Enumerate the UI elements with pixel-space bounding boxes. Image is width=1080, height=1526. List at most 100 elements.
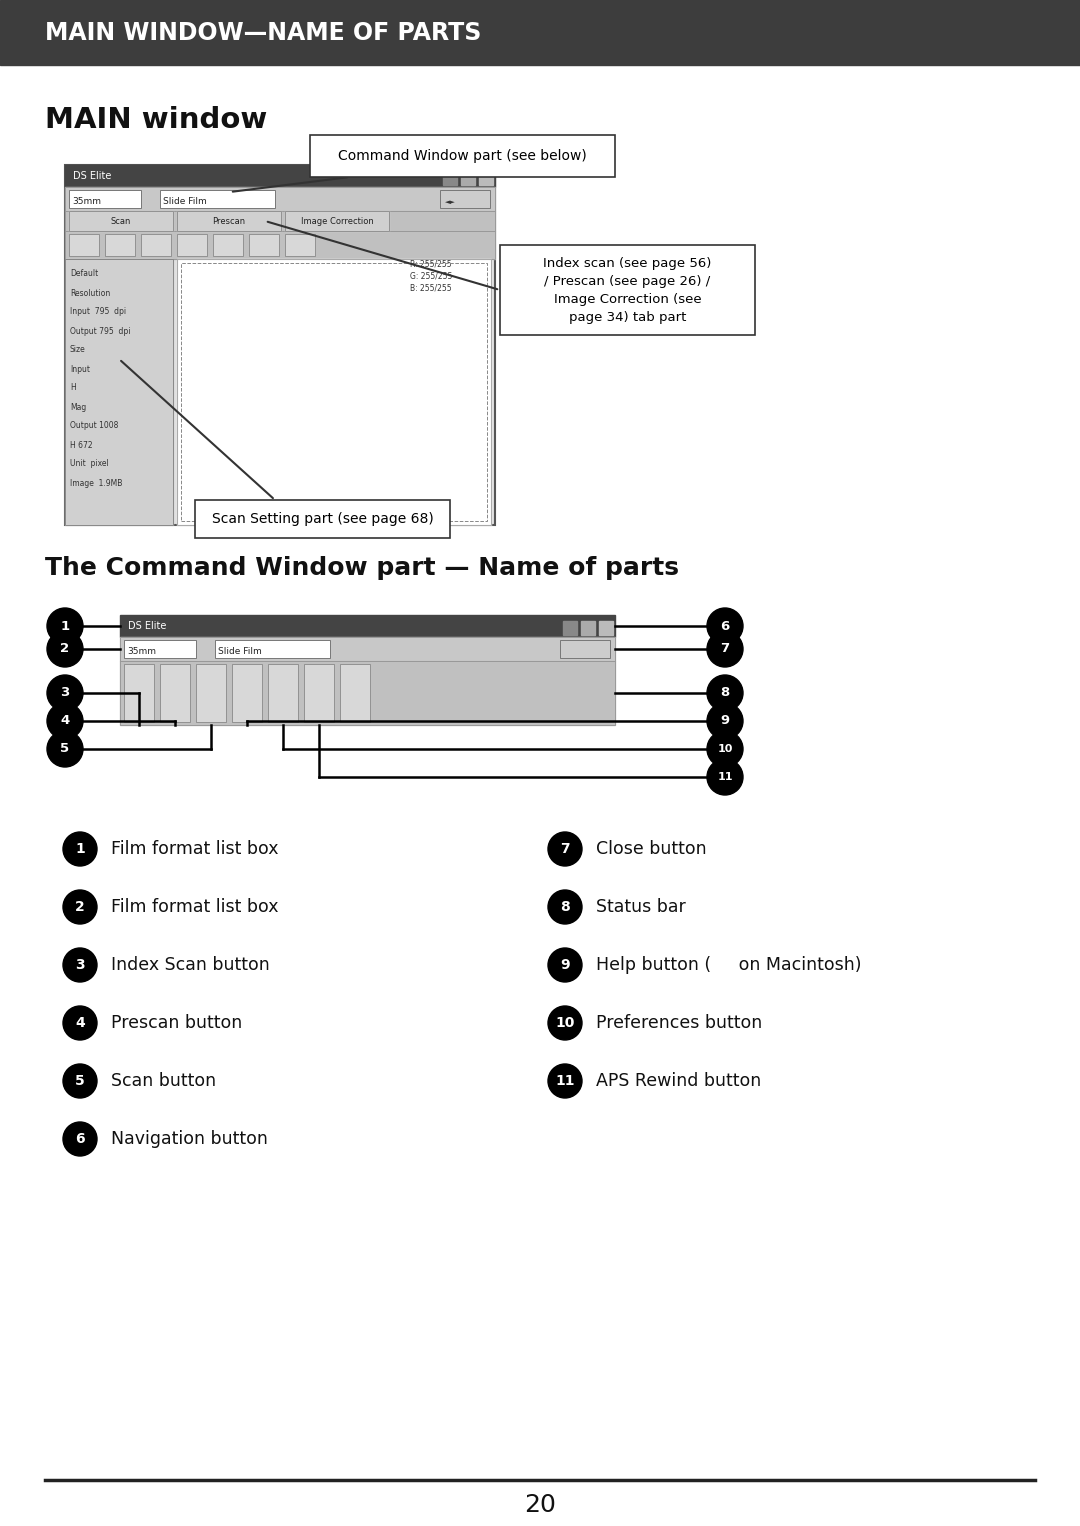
- Text: 20: 20: [524, 1492, 556, 1517]
- Bar: [65, 259, 173, 525]
- Text: Output 795  dpi: Output 795 dpi: [70, 327, 131, 336]
- FancyBboxPatch shape: [285, 233, 315, 256]
- Bar: [120, 636, 615, 661]
- Circle shape: [63, 1006, 97, 1041]
- Text: Close button: Close button: [596, 839, 706, 858]
- Text: Image  1.9MB: Image 1.9MB: [70, 479, 122, 487]
- Text: MAIN WINDOW—NAME OF PARTS: MAIN WINDOW—NAME OF PARTS: [45, 20, 482, 44]
- Text: DS Elite: DS Elite: [73, 171, 111, 182]
- Bar: [177, 259, 491, 525]
- Text: Default: Default: [70, 270, 98, 279]
- Circle shape: [48, 674, 83, 711]
- FancyBboxPatch shape: [215, 639, 330, 658]
- FancyBboxPatch shape: [105, 233, 135, 256]
- Text: Input  795  dpi: Input 795 dpi: [70, 308, 126, 316]
- Text: Index Scan button: Index Scan button: [111, 955, 270, 974]
- Text: Slide Film: Slide Film: [218, 647, 261, 656]
- FancyBboxPatch shape: [160, 664, 190, 722]
- Bar: [69, 211, 173, 230]
- Circle shape: [707, 630, 743, 667]
- Text: Prescan button: Prescan button: [111, 1013, 242, 1032]
- FancyBboxPatch shape: [177, 233, 207, 256]
- FancyBboxPatch shape: [195, 501, 450, 539]
- Bar: [177, 211, 281, 230]
- Bar: [563, 621, 577, 635]
- Text: 35mm: 35mm: [72, 197, 102, 206]
- Text: 5: 5: [76, 1074, 85, 1088]
- Text: Input: Input: [70, 365, 90, 374]
- Circle shape: [548, 1064, 582, 1099]
- Text: Slide Film: Slide Film: [163, 197, 206, 206]
- Bar: [69, 211, 173, 230]
- Text: Preferences button: Preferences button: [596, 1013, 762, 1032]
- Text: The Command Window part — Name of parts: The Command Window part — Name of parts: [45, 555, 679, 580]
- Text: DS Elite: DS Elite: [129, 621, 166, 630]
- Bar: [285, 211, 389, 230]
- FancyBboxPatch shape: [124, 639, 195, 658]
- FancyBboxPatch shape: [440, 191, 490, 208]
- FancyBboxPatch shape: [500, 246, 755, 336]
- Text: 8: 8: [720, 687, 730, 699]
- Bar: [120, 615, 615, 636]
- Circle shape: [548, 948, 582, 983]
- FancyBboxPatch shape: [268, 664, 298, 722]
- Bar: [181, 262, 487, 520]
- Text: Output 1008: Output 1008: [70, 421, 119, 430]
- FancyBboxPatch shape: [69, 233, 99, 256]
- Text: B: 255/255: B: 255/255: [410, 284, 451, 293]
- Text: ◄►: ◄►: [445, 198, 456, 204]
- FancyBboxPatch shape: [213, 233, 243, 256]
- Bar: [599, 621, 613, 635]
- Text: 3: 3: [76, 958, 85, 972]
- Circle shape: [63, 1064, 97, 1099]
- Text: Scan button: Scan button: [111, 1071, 216, 1090]
- Circle shape: [548, 890, 582, 925]
- Bar: [581, 621, 595, 635]
- FancyBboxPatch shape: [340, 664, 370, 722]
- Circle shape: [707, 731, 743, 768]
- Bar: [65, 165, 495, 525]
- Text: APS Rewind button: APS Rewind button: [596, 1071, 761, 1090]
- Circle shape: [63, 1122, 97, 1157]
- Text: 7: 7: [561, 842, 570, 856]
- Bar: [177, 211, 281, 230]
- Text: 3: 3: [60, 687, 69, 699]
- Text: Navigation button: Navigation button: [111, 1129, 268, 1148]
- Circle shape: [707, 703, 743, 739]
- Text: 5: 5: [60, 743, 69, 755]
- FancyBboxPatch shape: [124, 664, 154, 722]
- Bar: [120, 661, 615, 725]
- FancyBboxPatch shape: [232, 664, 262, 722]
- Circle shape: [707, 674, 743, 711]
- Text: Size: Size: [70, 345, 85, 354]
- Bar: [461, 171, 475, 185]
- Text: Scan: Scan: [111, 217, 131, 226]
- Text: H: H: [70, 383, 76, 392]
- Bar: [120, 661, 615, 725]
- Bar: [65, 259, 173, 525]
- Text: Unit  pixel: Unit pixel: [70, 459, 109, 468]
- Bar: [65, 211, 495, 230]
- Text: 35mm: 35mm: [127, 647, 156, 656]
- Bar: [65, 188, 495, 211]
- Circle shape: [548, 1006, 582, 1041]
- Bar: [443, 171, 457, 185]
- FancyBboxPatch shape: [160, 191, 275, 208]
- FancyBboxPatch shape: [249, 233, 279, 256]
- Text: 6: 6: [720, 620, 730, 632]
- Bar: [0, 0, 1080, 66]
- Bar: [177, 259, 491, 525]
- Text: 10: 10: [717, 745, 732, 754]
- Text: 1: 1: [60, 620, 69, 632]
- Text: 2: 2: [76, 900, 85, 914]
- Bar: [285, 211, 389, 230]
- Text: Status bar: Status bar: [596, 897, 686, 916]
- Circle shape: [48, 731, 83, 768]
- FancyBboxPatch shape: [195, 664, 226, 722]
- Text: 10: 10: [555, 1016, 575, 1030]
- Text: Help button (     on Macintosh): Help button ( on Macintosh): [596, 955, 862, 974]
- Text: Command Window part (see below): Command Window part (see below): [338, 150, 586, 163]
- Text: Film format list box: Film format list box: [111, 897, 279, 916]
- Text: 9: 9: [720, 714, 730, 728]
- Text: R: 255/255: R: 255/255: [410, 259, 451, 269]
